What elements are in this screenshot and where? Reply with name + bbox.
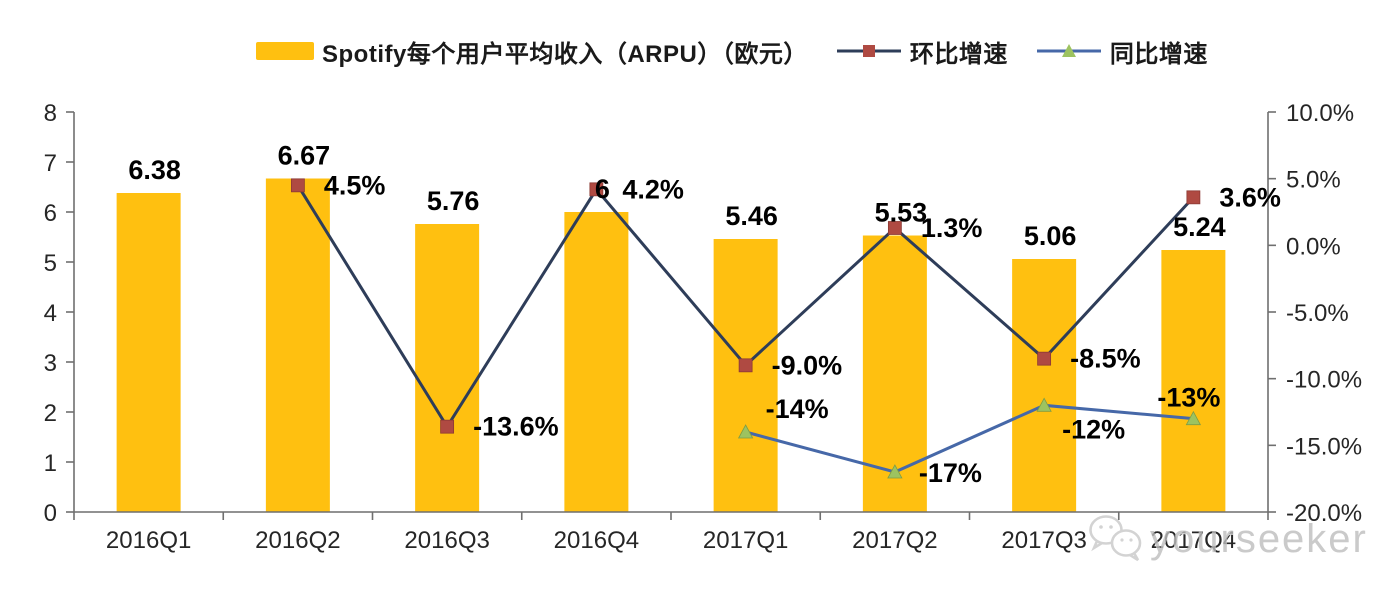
arpu-bar bbox=[116, 193, 181, 512]
left-axis-tick-label: 7 bbox=[44, 150, 57, 177]
arpu-bar bbox=[415, 224, 480, 512]
right-axis-tick-label: -20.0% bbox=[1286, 500, 1362, 527]
yoy-triangle-marker bbox=[1185, 410, 1202, 426]
left-axis-tick-label: 5 bbox=[44, 250, 57, 277]
right-axis-tick-label: 10.0% bbox=[1286, 100, 1354, 127]
bar-value-label: 5.46 bbox=[725, 201, 778, 231]
x-axis-category-label: 2016Q3 bbox=[404, 527, 489, 554]
bar-value-label: 5.53 bbox=[875, 198, 928, 228]
line-triangle-marker-icon bbox=[1036, 44, 1101, 57]
qoq-value-label: -8.5% bbox=[1070, 344, 1141, 374]
bar-value-label: 6.67 bbox=[278, 141, 331, 171]
yoy-growth-line bbox=[745, 403, 1194, 474]
bar-value-label: 6 bbox=[595, 174, 610, 204]
yoy-value-label: -12% bbox=[1062, 414, 1125, 444]
qoq-square-marker bbox=[1037, 351, 1052, 366]
right-axis-tick-label: -10.0% bbox=[1286, 367, 1362, 394]
qoq-square-marker bbox=[1186, 190, 1201, 205]
arpu-bar bbox=[265, 178, 330, 512]
yoy-value-label: -14% bbox=[766, 394, 829, 424]
bar-value-label: 5.06 bbox=[1024, 221, 1077, 251]
qoq-value-label: 4.2% bbox=[622, 174, 684, 204]
right-axis-tick-label: -5.0% bbox=[1286, 300, 1349, 327]
yoy-triangle-marker bbox=[1036, 397, 1052, 412]
yoy-value-label: -13% bbox=[1157, 383, 1220, 413]
arpu-bar bbox=[564, 212, 629, 512]
qoq-square-marker bbox=[290, 178, 305, 193]
right-axis-tick-label: 0.0% bbox=[1286, 233, 1341, 260]
qoq-value-label: -13.6% bbox=[473, 412, 559, 442]
qoq-value-label: 3.6% bbox=[1219, 182, 1281, 212]
arpu-bar bbox=[713, 239, 778, 512]
x-axis-category-label: 2016Q2 bbox=[255, 527, 340, 554]
qoq-square-marker bbox=[440, 419, 455, 434]
x-axis-category-label: 2017Q1 bbox=[703, 527, 788, 554]
yoy-triangle-marker bbox=[737, 424, 754, 439]
qoq-square-marker bbox=[589, 182, 604, 197]
legend-label-qoq: 环比增速 bbox=[909, 40, 1008, 68]
legend-label-arpu: Spotify每个用户平均收入（ARPU）（欧元） bbox=[322, 40, 808, 68]
x-axis-category-label: 2017Q4 bbox=[1151, 527, 1236, 554]
left-axis-tick-label: 4 bbox=[44, 300, 57, 327]
x-axis-category-label: 2017Q3 bbox=[1001, 527, 1086, 554]
legend-label-yoy: 同比增速 bbox=[1109, 40, 1208, 68]
arpu-bar bbox=[1012, 259, 1077, 512]
line-square-marker-icon bbox=[836, 45, 901, 57]
qoq-square-marker bbox=[738, 358, 753, 373]
bar-value-label: 5.76 bbox=[427, 186, 480, 216]
left-axis-tick-label: 0 bbox=[44, 500, 57, 527]
qoq-square-marker bbox=[887, 221, 902, 235]
left-axis-tick-label: 3 bbox=[44, 350, 57, 377]
qoq-value-label: 4.5% bbox=[324, 170, 386, 200]
left-axis-tick-label: 8 bbox=[44, 100, 57, 127]
left-axis-tick-label: 2 bbox=[44, 400, 57, 427]
legend-item-yoy: 同比增速 bbox=[1036, 34, 1208, 69]
legend-item-qoq: 环比增速 bbox=[836, 34, 1008, 69]
left-axis-tick-label: 1 bbox=[44, 450, 57, 477]
chart-legend: Spotify每个用户平均收入（ARPU）（欧元） 环比增速 同比增速 bbox=[256, 34, 1208, 69]
x-axis-category-label: 2016Q4 bbox=[554, 527, 639, 554]
qoq-value-label: 1.3% bbox=[921, 213, 983, 243]
x-axis-category-label: 2017Q2 bbox=[852, 527, 937, 554]
yoy-triangle-marker bbox=[887, 464, 903, 479]
yoy-value-label: -17% bbox=[919, 458, 982, 488]
x-axis-category-label: 2016Q1 bbox=[106, 527, 191, 554]
legend-item-arpu: Spotify每个用户平均收入（ARPU）（欧元） bbox=[256, 34, 808, 69]
left-axis-tick-label: 6 bbox=[44, 200, 57, 227]
qoq-value-label: -9.0% bbox=[772, 350, 843, 380]
right-axis-tick-label: 5.0% bbox=[1286, 167, 1341, 194]
bar-value-label: 6.38 bbox=[128, 155, 181, 185]
right-axis-tick-label: -15.0% bbox=[1286, 433, 1362, 460]
bar-swatch-icon bbox=[256, 42, 314, 60]
bar-value-label: 5.24 bbox=[1173, 212, 1226, 242]
arpu-bar bbox=[1161, 250, 1226, 512]
